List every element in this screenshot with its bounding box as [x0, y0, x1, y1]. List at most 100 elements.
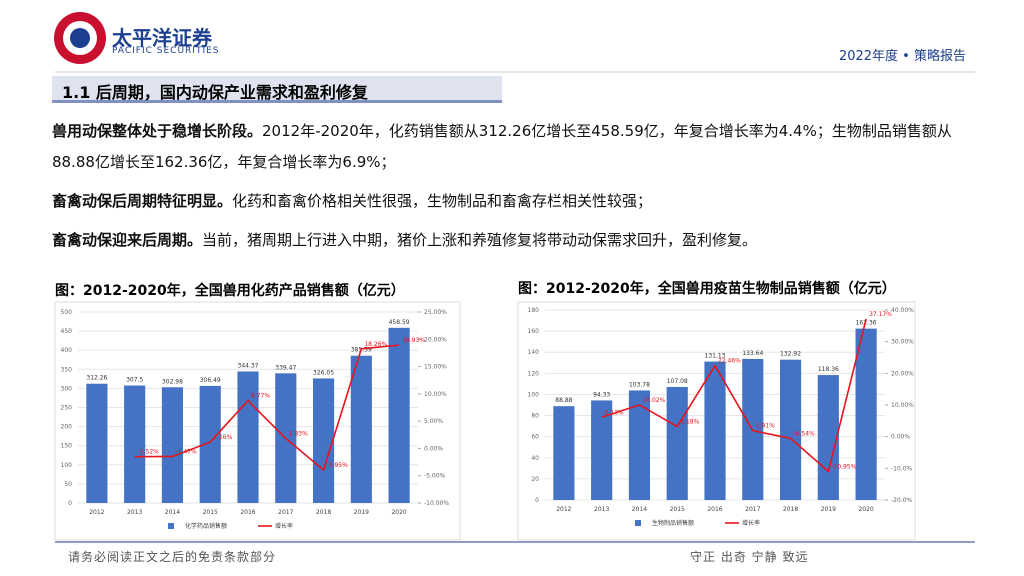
y-tick-label: 400 [61, 347, 73, 354]
data-label: 1.91% [756, 423, 775, 430]
legend-label: 生物制品销售额 [652, 519, 694, 527]
y-tick-label: 100 [528, 391, 540, 398]
data-label: 118.36 [818, 366, 839, 373]
x-tick-label: 2012 [89, 509, 104, 516]
logo-sub: PACIFIC SECURITIES [112, 46, 220, 56]
x-tick-label: 2017 [278, 509, 293, 516]
section-bg [52, 76, 502, 102]
x-tick-label: 2012 [556, 506, 571, 513]
data-label: 132.92 [780, 351, 801, 358]
y2-tick-label: 0.00% [424, 445, 443, 452]
legend-swatch [168, 523, 174, 529]
data-label: 458.59 [389, 319, 410, 326]
x-tick-label: 2018 [783, 506, 798, 513]
data-label: 6.13% [605, 409, 624, 416]
bar [591, 400, 613, 500]
x-tick-label: 2013 [594, 506, 609, 513]
y-tick-label: 500 [61, 309, 73, 316]
y2-tick-label: -10.00% [424, 500, 449, 507]
x-tick-label: 2019 [821, 506, 836, 513]
data-label: 162.36 [856, 320, 877, 327]
x-tick-label: 2016 [707, 506, 722, 513]
data-label: 37.17% [869, 311, 892, 318]
data-label: 302.98 [162, 378, 183, 385]
x-tick-label: 2013 [127, 509, 142, 516]
bar [388, 327, 410, 503]
bar [199, 385, 221, 503]
legend-label: 增长率 [275, 522, 293, 530]
bar [855, 328, 877, 500]
data-label: -3.95% [327, 462, 349, 469]
data-label: 312.26 [86, 375, 107, 382]
y2-tick-label: 20.00% [891, 370, 914, 377]
data-label: -1.47% [175, 448, 197, 455]
data-label: 94.33 [593, 391, 610, 398]
y-tick-label: 150 [61, 443, 73, 450]
x-tick-label: 2017 [745, 506, 760, 513]
data-label: -1.52% [138, 449, 160, 456]
data-label: 18.93% [402, 337, 425, 344]
bar [312, 378, 335, 503]
chart-title: 图：2012-2020年，全国兽用疫苗生物制品销售额（亿元） [518, 281, 896, 297]
section-underline [52, 100, 502, 103]
paragraph: 畜禽动保迎来后周期。当前，猪周期上行进入中期，猪价上涨和养殖修复将带动动保需求回… [52, 225, 952, 256]
lead: 兽用动保整体处于稳增长阶段。 [52, 122, 263, 140]
bar [704, 361, 726, 500]
x-tick-label: 2020 [858, 506, 873, 513]
section-title: 1.1 后周期，国内动保产业需求和盈利修复 [62, 83, 368, 102]
x-tick-label: 2020 [391, 509, 406, 516]
motto: 守正 出奇 宁静 致远 [690, 550, 809, 564]
y-tick-label: 40 [531, 455, 539, 462]
bar [628, 390, 651, 500]
data-label: 3.18% [680, 419, 699, 426]
y2-tick-label: 40.00% [891, 307, 914, 314]
legend-label: 化学药品销售额 [185, 522, 227, 530]
text: 当前，猪周期上行进入中期，猪价上涨和养殖修复将带动动保需求回升，盈利修复。 [202, 231, 758, 249]
y2-tick-label: -20.0% [891, 497, 913, 504]
x-tick-label: 2015 [203, 509, 218, 516]
text: 2012年-2020年，化药销售额从312.26亿增长至458.59亿，年复合增… [52, 122, 952, 171]
lead: 畜禽动保后周期特征明显。 [52, 192, 233, 210]
y-tick-label: 60 [531, 434, 539, 441]
y-tick-label: 0 [535, 497, 539, 504]
data-label: 326.05 [313, 369, 334, 376]
y-tick-label: 20 [531, 476, 539, 483]
data-label: 1.16% [213, 434, 232, 441]
data-label: 344.37 [238, 362, 259, 369]
data-label: 307.5 [126, 377, 143, 384]
y2-tick-label: 30.00% [891, 339, 914, 346]
x-tick-label: 2018 [316, 509, 331, 516]
bar [161, 387, 184, 503]
bar [86, 383, 108, 503]
y-tick-label: 300 [61, 385, 73, 392]
data-label: 306.49 [200, 377, 221, 384]
y-tick-label: 50 [64, 481, 72, 488]
data-label: 10.02% [642, 397, 665, 404]
x-tick-label: 2014 [632, 506, 647, 513]
bar [124, 385, 146, 503]
paragraph: 畜禽动保后周期特征明显。化药和畜禽价格相关性很强，生物制品和畜禽存栏相关性较强； [52, 186, 952, 217]
legend-label: 增长率 [742, 519, 760, 527]
logo-core [70, 28, 90, 48]
chart-title: 图：2012-2020年，全国兽用化药产品销售额（亿元） [55, 283, 405, 299]
data-label: 88.88 [555, 397, 572, 404]
y2-tick-label: 5.00% [424, 418, 443, 425]
y-tick-label: 120 [528, 370, 540, 377]
x-tick-label: 2016 [240, 509, 255, 516]
y-tick-label: 450 [61, 328, 73, 335]
data-label: 103.78 [629, 381, 650, 388]
y-tick-label: 180 [528, 307, 540, 314]
disclaimer: 请务必阅读正文之后的免责条款部分 [68, 550, 277, 564]
y-tick-label: 140 [528, 349, 540, 356]
lead: 畜禽动保迎来后周期。 [52, 231, 203, 249]
body-text: 兽用动保整体处于稳增长阶段。2012年-2020年，化药销售额从312.26亿增… [52, 116, 952, 256]
line [601, 318, 867, 473]
data-label: 22.46% [718, 358, 741, 365]
x-tick-label: 2019 [354, 509, 369, 516]
data-label: -10.95% [831, 463, 856, 470]
y2-tick-label: -10.0% [891, 465, 913, 472]
bar [817, 375, 839, 500]
data-label: 131.13 [705, 353, 726, 360]
y2-tick-label: 0.00% [891, 434, 910, 441]
